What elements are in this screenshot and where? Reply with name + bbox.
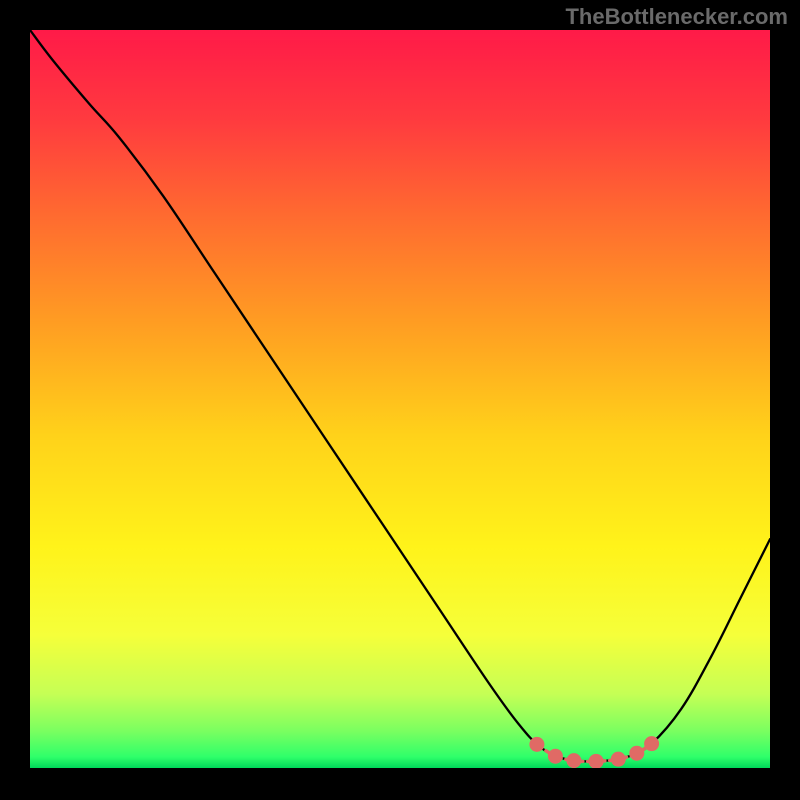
marker-dot [529,737,544,752]
marker-dot [611,752,626,767]
marker-dot [629,746,644,761]
marker-dot [548,749,563,764]
marker-dot [566,753,581,768]
plot-gradient-background [30,30,770,768]
marker-dot [589,754,604,769]
bottleneck-chart [0,0,800,800]
marker-dot [644,736,659,751]
watermark-text: TheBottlenecker.com [565,4,788,30]
